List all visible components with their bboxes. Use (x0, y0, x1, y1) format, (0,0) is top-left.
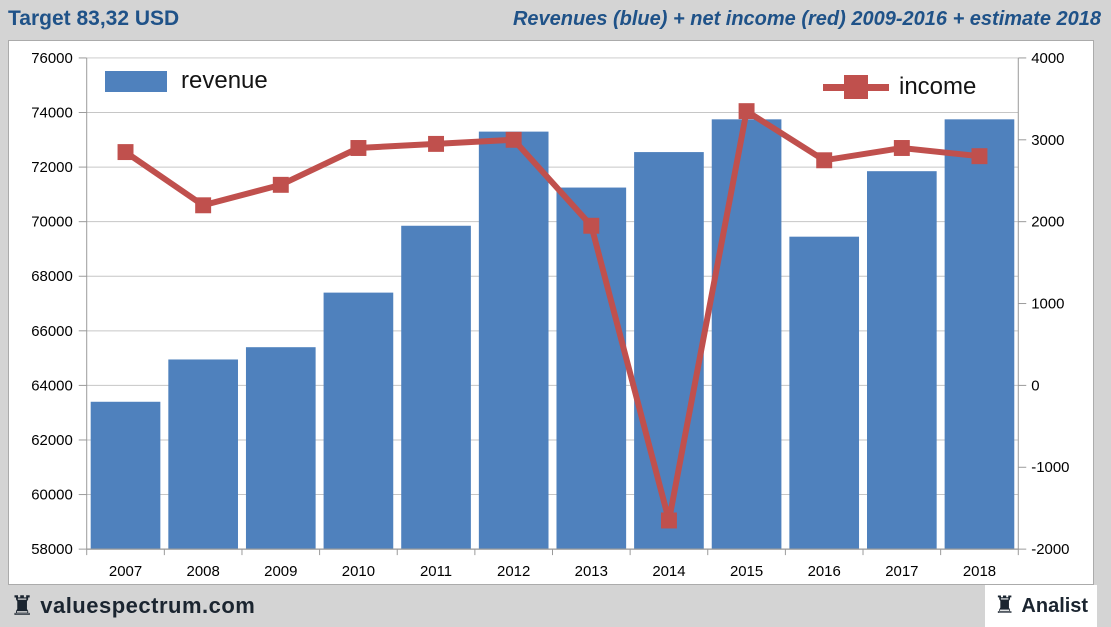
income-line (123, 106, 980, 522)
left-axis-tick-label: 68000 (31, 268, 73, 285)
left-axis-tick-label: 74000 (31, 104, 73, 121)
x-axis-tick-label: 2009 (264, 563, 297, 580)
income-marker-2009 (272, 176, 289, 193)
chart-panel: 76000 74000 72000 70000 68000 66000 64000 62000… (8, 40, 1094, 585)
legend-income-label: income (899, 73, 977, 100)
analyst-badge: ♜ Analist (985, 585, 1097, 627)
x-axis-tick-label: 2008 (187, 563, 220, 580)
right-axis-tick-label: -1000 (1031, 459, 1069, 476)
rook-icon: ♜ (10, 590, 35, 621)
income-marker-2011 (428, 135, 445, 152)
chart-plot: 76000 74000 72000 70000 68000 66000 64000 62000… (31, 50, 1069, 580)
right-axis-tick-label: -2000 (1031, 541, 1069, 558)
rook-icon: ♜ (993, 592, 1016, 619)
x-axis-tick-label: 2018 (963, 563, 996, 580)
legend-income: income (813, 69, 987, 105)
left-axis-tick-label: 64000 (31, 377, 73, 394)
analyst-label: Analist (1021, 594, 1089, 617)
income-square-icon (844, 75, 868, 99)
left-axis-tick-label: 72000 (31, 159, 73, 176)
chart-title: Revenues (blue) + net income (red) 2009-… (512, 8, 1101, 30)
bar-2016 (789, 236, 860, 550)
income-marker-2007 (117, 144, 134, 161)
legend-revenue: revenue (93, 63, 280, 99)
bar-2014 (634, 152, 704, 550)
income-marker-2012 (505, 131, 522, 148)
bar-2015 (711, 119, 782, 550)
income-marker-2015 (738, 103, 755, 120)
target-price-label: Target 83,32 USD (8, 7, 180, 30)
x-axis-tick-label: 2012 (497, 563, 530, 580)
x-axis-tick-label: 2013 (575, 563, 608, 580)
bar-2007 (90, 401, 161, 550)
bar-2008 (168, 359, 238, 550)
brand-label: valuespectrum.com (40, 593, 256, 618)
income-marker-2014 (660, 512, 677, 529)
right-axis-tick-label: 1000 (1031, 296, 1064, 313)
income-marker-icon (823, 74, 889, 100)
bar-2012 (478, 131, 549, 550)
income-marker-2013 (583, 217, 600, 234)
header-band: Target 83,32 USD Revenues (blue) + net i… (0, 0, 1111, 40)
income-marker-2017 (893, 140, 910, 156)
left-axis-tick-label: 60000 (31, 487, 73, 504)
bar-2009 (245, 347, 316, 550)
footer-band: ♜ valuespectrum.com ♜ Analist (0, 585, 1111, 627)
bar-2013 (556, 187, 627, 550)
revenue-swatch-icon (105, 70, 167, 92)
right-axis-tick-label: 0 (1031, 377, 1039, 394)
bar-2011 (401, 225, 471, 550)
right-axis-tick-label: 4000 (1031, 50, 1064, 67)
income-marker-2010 (350, 140, 367, 156)
x-axis-tick-label: 2011 (420, 563, 452, 580)
income-marker-2008 (195, 197, 212, 214)
left-axis-tick-label: 70000 (31, 214, 73, 231)
right-axis-tick-label: 2000 (1031, 214, 1064, 231)
x-axis-tick-label: 2015 (730, 563, 763, 580)
bar-2010 (323, 292, 394, 550)
right-axis-tick-label: 3000 (1031, 132, 1064, 149)
income-marker-2016 (816, 152, 833, 169)
left-axis-tick-label: 58000 (31, 541, 73, 558)
bar-2018 (944, 119, 1015, 550)
x-axis-tick-label: 2007 (109, 563, 142, 580)
brand: ♜ valuespectrum.com (10, 585, 255, 627)
x-axis-tick-label: 2014 (652, 563, 685, 580)
x-axis-tick-label: 2010 (342, 563, 375, 580)
income-marker-2018 (971, 148, 988, 165)
legend-revenue-label: revenue (181, 67, 268, 94)
x-axis-tick-label: 2017 (885, 563, 918, 580)
bar-2017 (867, 171, 937, 550)
left-axis-tick-label: 66000 (31, 323, 73, 340)
left-axis-tick-label: 62000 (31, 432, 73, 449)
x-axis-tick-label: 2016 (808, 563, 841, 580)
left-axis-tick-label: 76000 (31, 50, 73, 67)
